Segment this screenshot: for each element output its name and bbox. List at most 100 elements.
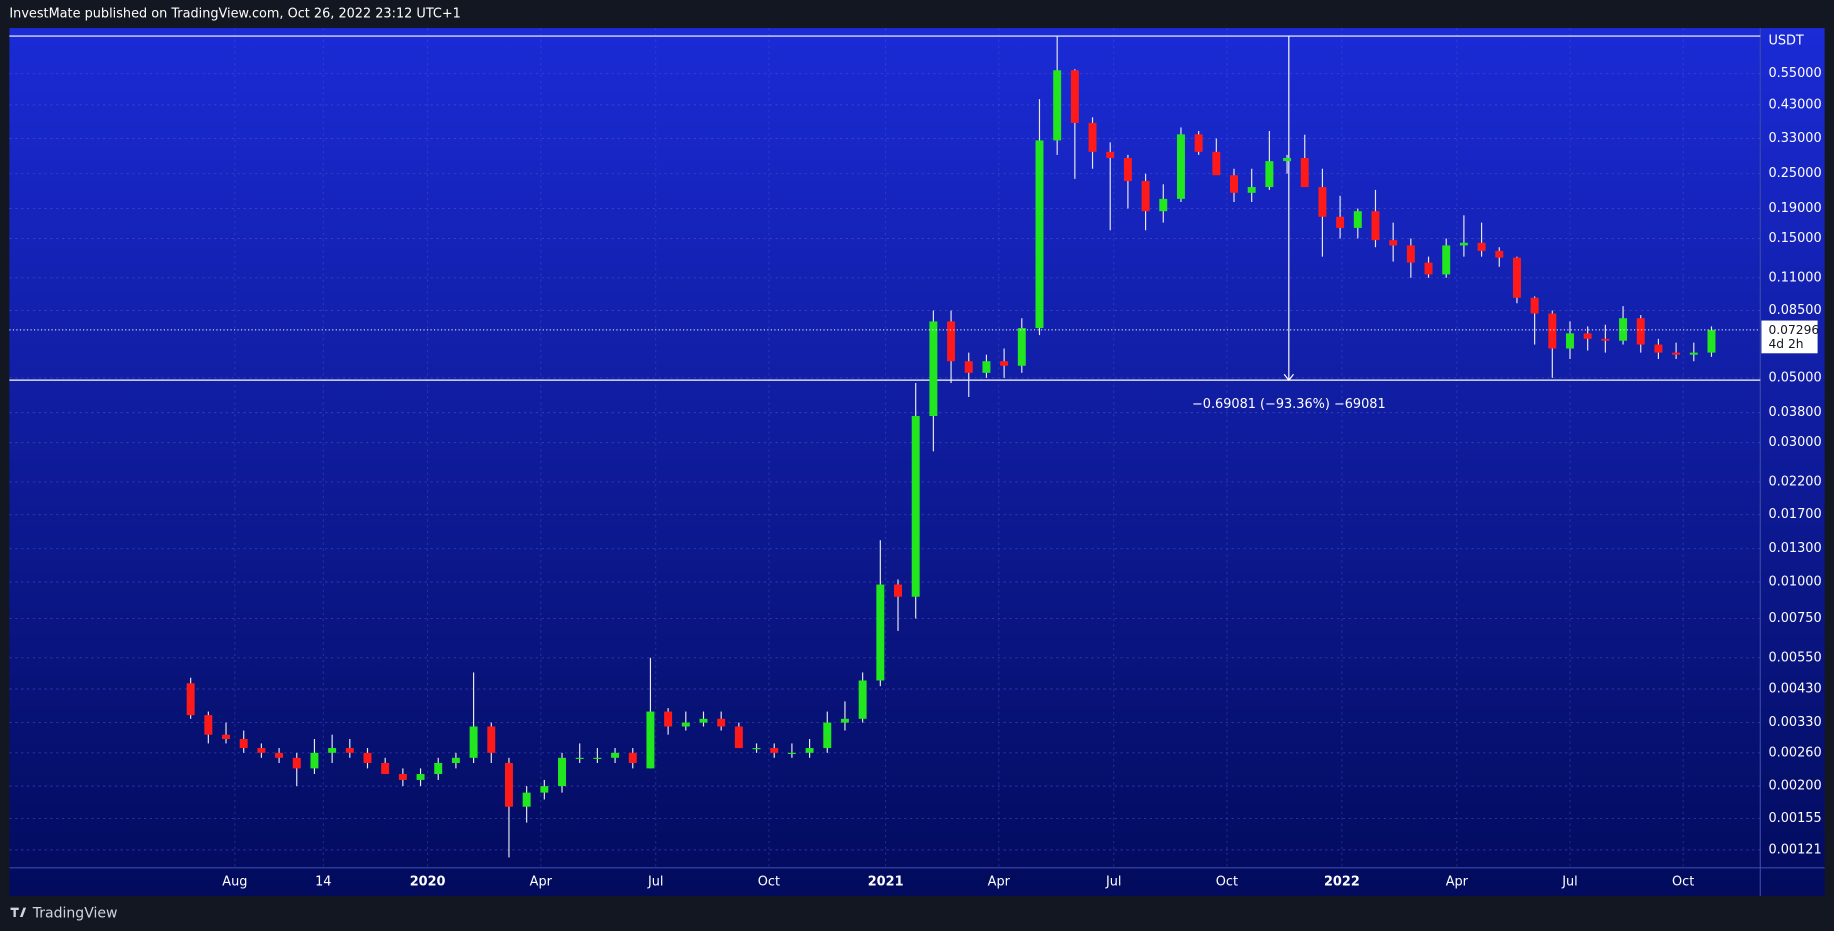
candle-body (1336, 216, 1345, 228)
candle-body (611, 752, 620, 758)
candle-body (894, 584, 902, 597)
candle-body (947, 321, 956, 362)
candle-body (1053, 70, 1062, 141)
measure-arrow (1283, 373, 1294, 382)
measure-label: −0.69081 (−93.36%) −69081 (1192, 397, 1386, 412)
candle-body (593, 757, 602, 759)
candle-body (1070, 70, 1079, 123)
candle-body (681, 722, 690, 727)
candle-body (1566, 333, 1574, 349)
y-tick-label: 0.01300 (1768, 541, 1821, 556)
candle-body (1353, 211, 1362, 228)
candle-body (1265, 161, 1274, 188)
x-tick-label: Apr (1446, 874, 1469, 889)
candle-body (487, 726, 496, 753)
candle-body (1371, 211, 1380, 241)
candle-body (186, 683, 195, 716)
candle-body (310, 752, 319, 769)
candle-body (275, 752, 284, 758)
candle-body (434, 762, 443, 775)
y-tick-label: 0.33000 (1768, 131, 1821, 146)
y-tick-label: 0.08500 (1768, 303, 1821, 318)
candle-body (1548, 313, 1557, 349)
candle-body (292, 757, 301, 769)
y-tick-label: 0.00750 (1768, 611, 1821, 626)
y-tick-label: 0.43000 (1768, 97, 1821, 112)
candle-body (1442, 245, 1451, 275)
candle-body (451, 757, 460, 763)
y-tick-label: 0.00260 (1768, 745, 1821, 760)
y-tick-label: 0.00430 (1768, 682, 1821, 697)
y-tick-label: 0.55000 (1768, 66, 1821, 81)
candle-body (1654, 344, 1663, 353)
candle-body (469, 726, 478, 758)
candle-body (1017, 328, 1026, 366)
candle-body (1477, 242, 1486, 251)
candle-body (823, 722, 832, 749)
candle-body (1318, 187, 1327, 217)
y-tick-label: 0.00550 (1768, 650, 1821, 665)
candle-body (929, 321, 938, 417)
y-tick-label: 0.19000 (1768, 201, 1821, 216)
candle-body (416, 774, 425, 780)
y-tick-label: 0.00200 (1768, 779, 1821, 794)
y-tick-label: 0.11000 (1768, 270, 1821, 285)
y-tick-label: 0.05000 (1768, 370, 1821, 385)
candle-body (1406, 245, 1415, 263)
last-price-box (1761, 320, 1818, 354)
candle-body (257, 748, 266, 753)
candle-body (1176, 134, 1185, 199)
candle-body (1106, 151, 1115, 158)
candle-body (239, 738, 248, 749)
x-tick-label: Oct (1216, 874, 1238, 889)
candle-body (1583, 333, 1592, 339)
candle-body (328, 748, 337, 753)
candle-body (575, 757, 584, 759)
candle-body (805, 748, 814, 753)
candle-body (558, 757, 566, 787)
candle-body (1512, 257, 1521, 298)
candle-body (876, 584, 885, 681)
candle-body (540, 786, 549, 793)
candle-body (752, 748, 761, 750)
candle-body (398, 774, 407, 780)
candle-body (1636, 318, 1645, 345)
candle-body (840, 718, 849, 723)
x-tick-label: Oct (758, 874, 780, 889)
y-tick-label: 0.00121 (1768, 842, 1821, 857)
y-tick-label: 0.03800 (1768, 405, 1821, 420)
candle-body (345, 748, 354, 753)
y-tick-label: 0.15000 (1768, 231, 1821, 246)
candle-body (381, 762, 390, 775)
candle-body (1530, 297, 1539, 314)
candle-body (964, 361, 973, 373)
candle-body (504, 762, 513, 807)
candle-body (1088, 122, 1097, 152)
candle-body (717, 718, 726, 727)
candle-body (664, 711, 673, 727)
x-tick-label: 2021 (868, 874, 904, 889)
candle-body (1283, 157, 1292, 162)
candle-body (1247, 187, 1256, 193)
candle-body (1707, 329, 1716, 353)
candle-body (770, 748, 779, 753)
candle-body (1141, 180, 1150, 212)
y-tick-label: 0.01000 (1768, 574, 1821, 589)
candle-body (222, 734, 230, 739)
candle-body (646, 711, 655, 769)
candle-body (1672, 352, 1681, 355)
candle-body (1459, 242, 1468, 246)
x-tick-label: 2020 (410, 874, 446, 889)
candle-body (1230, 175, 1238, 193)
candle-body (1495, 250, 1504, 258)
y-tick-label: 0.00155 (1768, 811, 1821, 826)
candle-body (911, 416, 920, 597)
candle-body (1035, 140, 1044, 329)
y-tick-label: 0.00330 (1768, 715, 1821, 730)
x-tick-label: Oct (1672, 874, 1694, 889)
footer-logo: TradingView (10, 905, 117, 921)
candle-body (734, 726, 743, 749)
header-title: InvestMate published on TradingView.com,… (9, 7, 460, 22)
